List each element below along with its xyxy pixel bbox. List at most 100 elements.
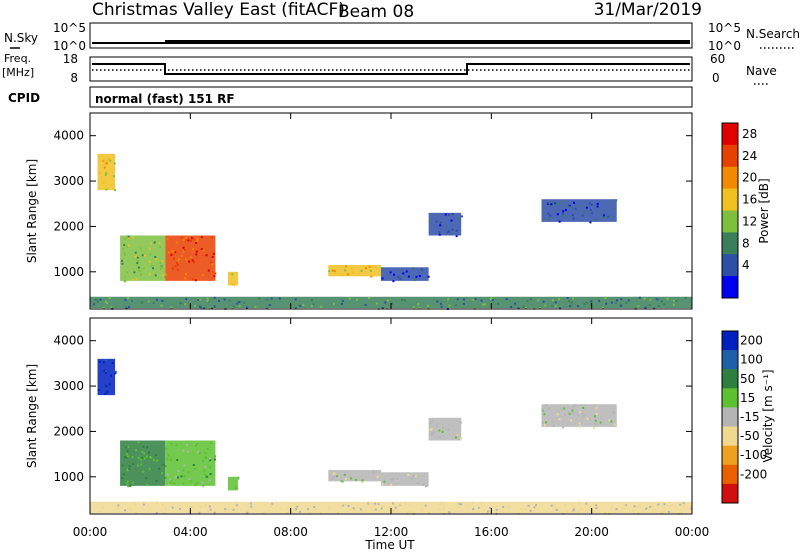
scatter-speckle: [412, 475, 415, 478]
scatter-speckle: [137, 441, 140, 444]
scatter-speckle: [156, 459, 159, 462]
scatter-speckle: [589, 221, 592, 224]
scatter-speckle: [558, 307, 561, 310]
scatter-speckle: [194, 484, 197, 487]
freq-label: Freq.: [4, 52, 31, 65]
scatter-speckle: [360, 269, 363, 272]
scatter-speckle: [203, 307, 206, 310]
scatter-speckle: [567, 299, 570, 302]
scatter-speckle: [176, 458, 179, 461]
scatter-speckle: [467, 504, 470, 507]
scatter-speckle: [152, 459, 155, 462]
scatter-speckle: [161, 266, 164, 269]
scatter-speckle: [206, 510, 209, 513]
scatter-speckle: [182, 250, 185, 253]
scatter-speckle: [184, 303, 187, 306]
scatter-speckle: [638, 296, 641, 299]
scatter-speckle: [537, 299, 540, 302]
scatter-speckle: [374, 502, 377, 505]
scatter-speckle: [625, 504, 628, 507]
scatter-speckle: [407, 275, 410, 278]
scatter-speckle: [564, 413, 567, 416]
scatter-speckle: [376, 475, 379, 478]
scatter-speckle: [495, 508, 498, 511]
scatter-speckle: [196, 482, 199, 485]
scatter-speckle: [402, 272, 405, 275]
scatter-speckle: [557, 202, 560, 205]
scatter-speckle: [436, 424, 439, 427]
scatter-speckle: [610, 420, 613, 423]
scatter-speckle: [185, 258, 188, 261]
scatter-speckle: [143, 457, 146, 460]
x-tick-label: 00:00: [675, 525, 710, 539]
scatter-speckle: [190, 506, 193, 509]
scatter-speckle: [265, 298, 268, 301]
scatter-speckle: [505, 298, 508, 301]
nsearch-tick-top: 10^5: [708, 21, 741, 35]
x-tick-label: 08:00: [273, 525, 308, 539]
scatter-speckle: [187, 450, 190, 453]
scatter-speckle: [131, 299, 134, 302]
scatter-speckle: [236, 302, 239, 305]
scatter-speckle: [524, 507, 527, 510]
scatter-speckle: [208, 505, 211, 508]
scatter-speckle: [231, 307, 234, 310]
scatter-speckle: [438, 508, 441, 511]
power-colorbar-segment: [722, 144, 738, 168]
scatter-speckle: [200, 505, 203, 508]
scatter-speckle: [663, 503, 666, 506]
scatter-speckle: [332, 473, 335, 476]
x-tick-label: 04:00: [173, 525, 208, 539]
velocity-colorbar-segment: [722, 445, 738, 466]
scatter-speckle: [663, 510, 666, 513]
scatter-speckle: [570, 301, 573, 304]
scatter-speckle: [311, 304, 314, 307]
scatter-speckle: [377, 510, 380, 513]
scatter-speckle: [191, 278, 194, 281]
cpid-value: normal (fast) 151 RF: [95, 92, 235, 106]
scatter-speckle: [571, 214, 574, 217]
scatter-speckle: [183, 249, 186, 252]
scatter-speckle: [390, 302, 393, 305]
scatter-speckle: [580, 508, 583, 511]
scatter-speckle: [209, 466, 212, 469]
scatter-speckle: [208, 307, 211, 310]
power-colorbar: 28 24 20 16 12 8 4: [721, 122, 757, 299]
scatter-speckle: [590, 303, 593, 306]
scatter-speckle: [589, 202, 592, 205]
scatter-speckle: [146, 484, 149, 487]
scatter-speckle: [539, 307, 542, 310]
frequency-trace: [92, 63, 690, 75]
scatter-speckle: [126, 480, 129, 483]
scatter-speckle: [155, 298, 158, 301]
scatter-speckle: [510, 306, 513, 309]
scatter-speckle: [293, 507, 296, 510]
scatter-speckle: [595, 507, 598, 510]
velocity-colorbar-tick: 100: [740, 353, 763, 367]
scatter-speckle: [196, 238, 199, 241]
velocity-colorbar-segment: [722, 350, 738, 370]
scatter-speckle: [285, 507, 288, 510]
scatter-speckle: [147, 451, 150, 454]
scatter-speckle: [347, 505, 350, 508]
scatter-speckle: [359, 508, 362, 511]
scatter-speckle: [427, 511, 430, 514]
scatter-speckle: [648, 304, 651, 307]
scatter-speckle: [193, 261, 196, 264]
scatter-speckle: [527, 504, 530, 507]
scatter-speckle: [106, 390, 109, 393]
scatter-speckle: [121, 464, 124, 467]
scatter-speckle: [129, 484, 132, 487]
scatter-speckle: [153, 241, 156, 244]
scatter-speckle: [105, 385, 108, 388]
scatter-speckle: [390, 509, 393, 512]
scatter-speckle: [128, 465, 131, 468]
cpid-label: CPID: [8, 91, 40, 105]
scatter-speckle: [555, 509, 558, 512]
scatter-speckle: [655, 297, 658, 300]
scatter-speckle: [344, 269, 347, 272]
scatter-speckle: [135, 449, 138, 452]
scatter-speckle: [137, 266, 140, 269]
scatter-speckle: [126, 467, 129, 470]
scatter-speckle: [183, 475, 186, 478]
